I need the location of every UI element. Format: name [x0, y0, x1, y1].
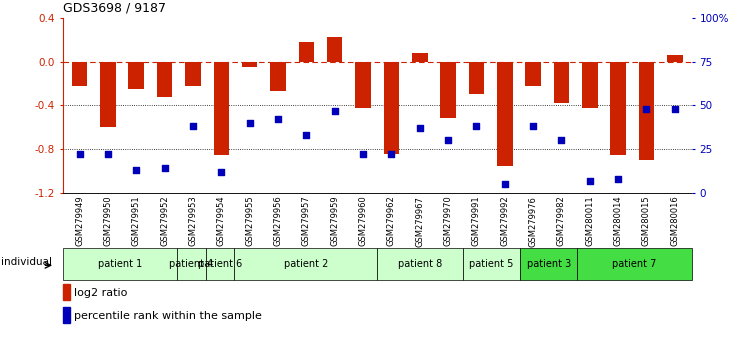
Point [357, 152, 369, 157]
Text: GSM279954: GSM279954 [217, 196, 226, 246]
Text: GSM279949: GSM279949 [75, 196, 84, 246]
Point [187, 124, 199, 129]
Bar [469, 62, 484, 95]
Point [669, 106, 681, 112]
Point [640, 106, 652, 112]
Text: patient 1: patient 1 [98, 259, 142, 269]
Bar [299, 42, 314, 62]
Text: GSM279991: GSM279991 [472, 196, 481, 246]
Point [386, 152, 397, 157]
Text: GSM279951: GSM279951 [132, 196, 141, 246]
Bar [582, 62, 598, 108]
Point [130, 167, 142, 173]
Text: GSM279953: GSM279953 [188, 196, 197, 246]
Text: patient 4: patient 4 [169, 259, 213, 269]
Text: GSM279982: GSM279982 [557, 196, 566, 246]
Bar [383, 62, 399, 154]
Point [329, 108, 341, 113]
Bar [242, 62, 258, 67]
Text: individual: individual [1, 257, 52, 267]
Bar [270, 62, 286, 91]
FancyBboxPatch shape [177, 248, 205, 280]
Bar [63, 307, 71, 324]
Text: GSM280011: GSM280011 [585, 196, 594, 246]
Text: patient 5: patient 5 [470, 259, 514, 269]
Point [470, 124, 482, 129]
Bar [639, 62, 654, 160]
Text: patient 7: patient 7 [612, 259, 657, 269]
Point [612, 176, 624, 182]
FancyBboxPatch shape [377, 248, 463, 280]
Bar [412, 53, 428, 62]
Text: GSM279952: GSM279952 [160, 196, 169, 246]
Text: GSM279992: GSM279992 [500, 196, 509, 246]
Bar [72, 62, 88, 86]
Bar [440, 62, 456, 119]
Point [584, 178, 595, 183]
Text: patient 6: patient 6 [198, 259, 242, 269]
Text: GSM279967: GSM279967 [415, 196, 424, 246]
Text: GSM279955: GSM279955 [245, 196, 254, 246]
Bar [100, 62, 116, 127]
Text: GSM279959: GSM279959 [330, 196, 339, 246]
Text: GSM279950: GSM279950 [104, 196, 113, 246]
FancyBboxPatch shape [234, 248, 377, 280]
Point [556, 137, 567, 143]
Text: GSM279957: GSM279957 [302, 196, 311, 246]
Point [216, 169, 227, 175]
Text: log2 ratio: log2 ratio [74, 287, 127, 298]
Bar [355, 62, 371, 108]
Text: GSM280015: GSM280015 [642, 196, 651, 246]
Point [300, 132, 312, 138]
Bar [553, 62, 569, 103]
Text: percentile rank within the sample: percentile rank within the sample [74, 310, 261, 321]
Text: GSM280014: GSM280014 [614, 196, 623, 246]
Bar [526, 62, 541, 86]
FancyBboxPatch shape [205, 248, 234, 280]
Point [244, 120, 255, 126]
Text: patient 3: patient 3 [527, 259, 571, 269]
FancyBboxPatch shape [520, 248, 578, 280]
Point [159, 166, 171, 171]
Bar [497, 62, 512, 166]
Point [414, 125, 425, 131]
FancyBboxPatch shape [463, 248, 520, 280]
FancyBboxPatch shape [578, 248, 692, 280]
Text: GSM279962: GSM279962 [387, 196, 396, 246]
Bar [213, 62, 229, 155]
Text: patient 8: patient 8 [398, 259, 442, 269]
Bar [129, 62, 144, 89]
Point [499, 181, 511, 187]
Bar [610, 62, 626, 155]
Text: GSM279976: GSM279976 [528, 196, 537, 246]
Point [74, 152, 85, 157]
Bar [63, 284, 71, 300]
Bar [327, 38, 342, 62]
FancyBboxPatch shape [63, 248, 177, 280]
Text: patient 2: patient 2 [283, 259, 328, 269]
Point [102, 152, 114, 157]
Text: GSM280016: GSM280016 [670, 196, 679, 246]
Bar [185, 62, 201, 86]
Text: GDS3698 / 9187: GDS3698 / 9187 [63, 1, 166, 14]
Point [272, 116, 284, 122]
Bar [667, 55, 682, 62]
Text: GSM279960: GSM279960 [358, 196, 367, 246]
Text: GSM279970: GSM279970 [444, 196, 453, 246]
Bar [157, 62, 172, 97]
Text: GSM279956: GSM279956 [274, 196, 283, 246]
Point [527, 124, 539, 129]
Point [442, 137, 454, 143]
